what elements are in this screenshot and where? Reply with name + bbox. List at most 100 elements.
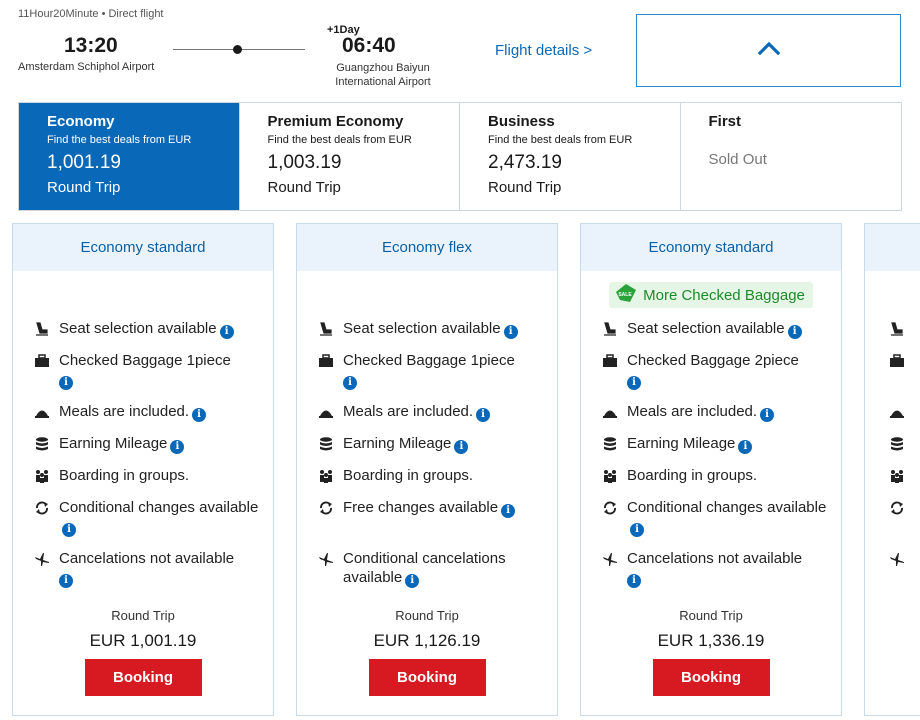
feature-text: Conditional changes available [627, 499, 827, 516]
arrival-time: 06:40 [342, 34, 396, 57]
info-icon[interactable]: i [219, 324, 234, 339]
feature-changes: Free changes available i [297, 498, 557, 549]
fare-title-empty [865, 224, 920, 271]
group-people-icon [887, 466, 906, 485]
feature-text: Seat selection available [343, 320, 501, 337]
feature-baggage: Checked Baggage 2piece i [581, 351, 841, 402]
coins-icon [316, 434, 335, 453]
route-dot-icon [233, 45, 242, 54]
refresh-icon [887, 498, 906, 517]
info-icon[interactable]: i [59, 375, 73, 390]
coins-icon [32, 434, 51, 453]
seat-icon [316, 319, 335, 338]
cabin-class-tabs: Economy Find the best deals from EUR 1,0… [18, 102, 902, 211]
info-icon[interactable]: i [630, 522, 644, 537]
feature-text: Cancelations not available [59, 550, 235, 567]
cabin-tab-first[interactable]: First Sold Out [680, 103, 901, 210]
cabin-price: 1,003.19 [267, 152, 342, 173]
feature-boarding: Boarding in groups. [581, 466, 841, 498]
info-icon[interactable]: i [627, 573, 641, 588]
feature-text: Boarding in groups. [627, 467, 758, 484]
meal-cloche-icon [32, 402, 51, 421]
booking-button[interactable]: Booking [368, 659, 486, 696]
arrival-airport: Guangzhou Baiyun International Airport [320, 61, 446, 89]
flight-details-link[interactable]: Flight details > [495, 42, 593, 59]
info-icon[interactable]: i [454, 439, 469, 454]
info-icon[interactable]: i [476, 407, 491, 422]
info-icon[interactable]: i [760, 407, 775, 422]
fare-title: Economy flex [297, 224, 557, 271]
feature-meals [865, 402, 920, 434]
flight-duration: 11Hour20Minute • Direct flight [18, 8, 164, 20]
info-icon[interactable]: i [343, 375, 357, 390]
cabin-trip-type: Round Trip [488, 179, 562, 196]
cabin-tab-economy[interactable]: Economy Find the best deals from EUR 1,0… [19, 103, 240, 210]
feature-text: Seat selection available [627, 320, 785, 337]
info-icon[interactable]: i [501, 503, 516, 518]
luggage-icon [316, 351, 335, 370]
feature-text: Free changes available [343, 499, 499, 516]
feature-text: Earning Mileage [627, 435, 736, 452]
refresh-icon [316, 498, 335, 517]
sold-out-label: Sold Out [708, 151, 767, 168]
info-icon[interactable]: i [787, 324, 802, 339]
cabin-deal-text: Find the best deals from EUR [47, 134, 192, 146]
cancel-flight-icon [32, 549, 51, 568]
info-icon[interactable]: i [170, 439, 185, 454]
fare-card-economy-standard: Economy standard Seat selection availabl… [12, 223, 274, 716]
chevron-up-icon [757, 41, 780, 60]
badge-text: More Checked Baggage [643, 286, 805, 304]
collapse-button[interactable] [636, 14, 901, 87]
trip-type: Round Trip [111, 608, 175, 623]
cabin-deal-text: Find the best deals from EUR [488, 134, 633, 146]
feature-text: Meals are included. [627, 403, 758, 420]
arrival-airport-line1: Guangzhou Baiyun [336, 62, 430, 74]
cabin-tab-business[interactable]: Business Find the best deals from EUR 2,… [460, 103, 681, 210]
sale-tag-icon: SALE [615, 283, 643, 307]
feature-text: Conditional cancelations available [343, 550, 506, 586]
feature-text: Boarding in groups. [59, 467, 190, 484]
info-icon[interactable]: i [503, 324, 518, 339]
feature-boarding: Boarding in groups. [13, 466, 273, 498]
cabin-name: Economy [47, 113, 115, 130]
booking-button[interactable]: Booking [84, 659, 202, 696]
cabin-name: First [708, 113, 742, 130]
cabin-name: Premium Economy [267, 113, 404, 130]
booking-button[interactable]: Booking [652, 659, 770, 696]
meal-cloche-icon [887, 402, 906, 421]
info-icon[interactable]: i [405, 573, 420, 588]
feature-seat: Seat selection available i [581, 319, 841, 351]
group-people-icon [316, 466, 335, 485]
cabin-deal-text: Find the best deals from EUR [267, 134, 412, 146]
info-icon[interactable]: i [738, 439, 753, 454]
cabin-price: 2,473.19 [488, 152, 562, 173]
card-footer: Round Trip EUR 1,001.19 Booking [13, 608, 273, 696]
badge-slot [13, 271, 273, 319]
more-baggage-badge: SALE More Checked Baggage [609, 282, 813, 308]
feature-text: Earning Mileage [343, 435, 452, 452]
cabin-name: Business [488, 113, 555, 130]
fare-price: EUR 1,336.19 [657, 631, 765, 650]
info-icon[interactable]: i [192, 407, 207, 422]
info-icon[interactable]: i [62, 522, 76, 537]
cabin-tab-premium-economy[interactable]: Premium Economy Find the best deals from… [239, 103, 460, 210]
cabin-trip-type: Round Trip [47, 179, 121, 196]
plus-day-label: +1Day [327, 24, 360, 36]
fare-title: Economy standard [581, 224, 841, 271]
luggage-icon [887, 351, 906, 370]
info-icon[interactable]: i [59, 573, 73, 588]
feature-mileage: Earning Mileage i [297, 434, 557, 466]
feature-cancel [865, 549, 920, 600]
luggage-icon [32, 351, 51, 370]
info-icon[interactable]: i [627, 375, 641, 390]
feature-list: Seat selection available i Checked Baggag… [13, 319, 273, 600]
coins-icon [887, 434, 906, 453]
badge-slot [865, 271, 920, 319]
departure-time: 13:20 [64, 34, 118, 57]
feature-meals: Meals are included. i [581, 402, 841, 434]
feature-seat [865, 319, 920, 351]
cancel-flight-icon [316, 549, 335, 568]
refresh-icon [32, 498, 51, 517]
feature-baggage: Checked Baggage 1piece i [297, 351, 557, 402]
feature-cancel: Cancelations not available i [581, 549, 841, 600]
